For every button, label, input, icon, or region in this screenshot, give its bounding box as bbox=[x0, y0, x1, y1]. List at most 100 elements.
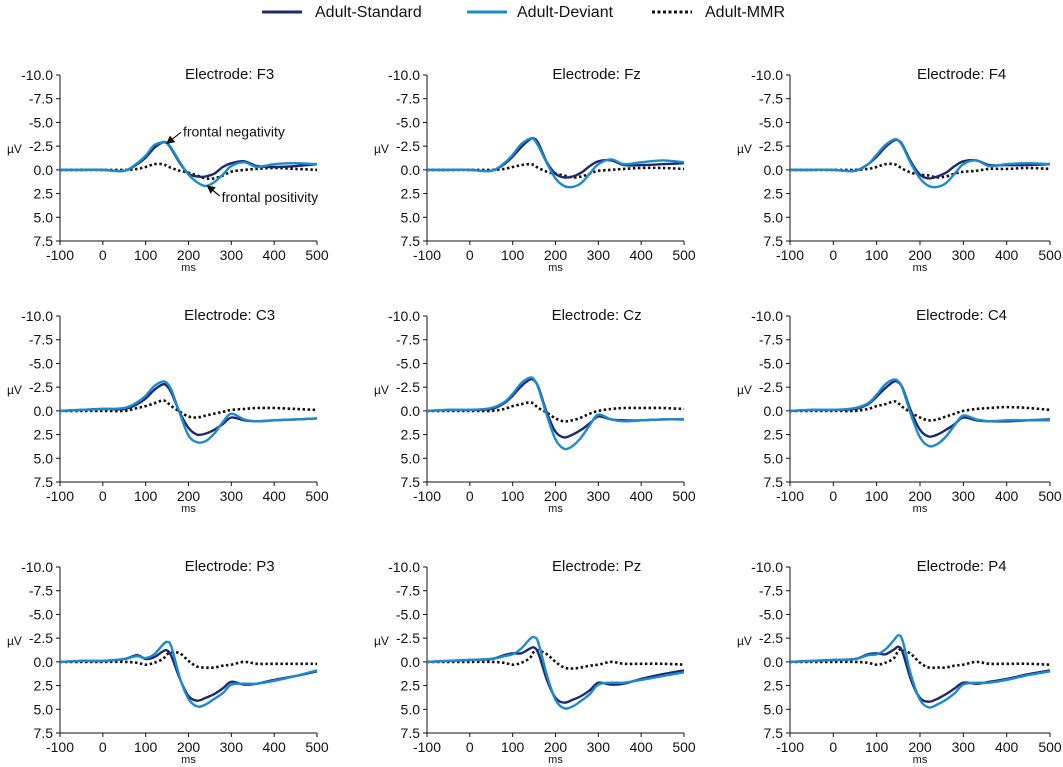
x-tick-label: -100 bbox=[776, 247, 804, 263]
x-tick-label: 0 bbox=[466, 488, 474, 504]
y-tick-label: 2.5 bbox=[34, 427, 54, 443]
y-tick-label: -5.0 bbox=[396, 606, 420, 622]
annotation-label: frontal positivity bbox=[222, 189, 318, 205]
series-adult-standard bbox=[427, 137, 685, 179]
x-tick-label: -100 bbox=[46, 488, 74, 504]
y-axis-label: µV bbox=[7, 634, 22, 648]
x-tick-label: 400 bbox=[995, 247, 1019, 263]
y-tick-label: -2.5 bbox=[759, 379, 783, 395]
panel-title: Electrode: Fz bbox=[552, 66, 640, 83]
y-tick-label: 2.5 bbox=[764, 427, 784, 443]
y-tick-label: -7.5 bbox=[29, 91, 53, 107]
y-tick-label: -7.5 bbox=[759, 91, 783, 107]
y-tick-label: -2.5 bbox=[396, 379, 420, 395]
series-adult-mmr bbox=[427, 648, 685, 670]
y-tick-label: 7.5 bbox=[34, 725, 54, 741]
x-axis-label: ms bbox=[548, 262, 563, 274]
legend: Adult-Standard Adult-Deviant Adult-MMR bbox=[262, 4, 785, 21]
x-tick-label: -100 bbox=[46, 739, 74, 755]
annotation-arrow bbox=[165, 131, 182, 145]
panel-6: -10.0 -7.5 -5.0 -2.5 0.0 2.5 5.0 7.5-100 0 100 200… bbox=[737, 307, 1062, 515]
panel-title: Electrode: P3 bbox=[185, 558, 275, 575]
x-tick-label: 100 bbox=[134, 247, 158, 263]
x-tick-label: 100 bbox=[134, 488, 158, 504]
y-axis-label: µV bbox=[737, 142, 752, 156]
y-tick-label: -5.0 bbox=[759, 355, 783, 371]
x-tick-label: 300 bbox=[587, 247, 611, 263]
x-tick-label: 200 bbox=[908, 739, 932, 755]
panel-8: -10.0 -7.5 -5.0 -2.5 0.0 2.5 5.0 7.5-100 0 100 200… bbox=[374, 558, 696, 766]
legend-label-0: Adult-Standard bbox=[315, 4, 422, 21]
x-tick-label: 500 bbox=[305, 247, 329, 263]
y-tick-label: -10.0 bbox=[751, 67, 783, 83]
x-tick-label: -100 bbox=[413, 739, 441, 755]
series-adult-deviant bbox=[426, 635, 685, 710]
x-tick-label: 400 bbox=[262, 488, 286, 504]
x-axis-label: ms bbox=[913, 262, 928, 274]
x-tick-label: 500 bbox=[672, 247, 696, 263]
y-tick-label: -2.5 bbox=[29, 138, 53, 154]
y-tick-label: 2.5 bbox=[34, 678, 54, 694]
y-tick-label: -7.5 bbox=[396, 91, 420, 107]
x-tick-label: 0 bbox=[829, 247, 837, 263]
x-tick-label: 500 bbox=[305, 739, 329, 755]
y-tick-label: -5.0 bbox=[29, 355, 53, 371]
x-tick-label: 400 bbox=[995, 488, 1019, 504]
series-adult-mmr bbox=[60, 650, 317, 670]
y-tick-label: 2.5 bbox=[34, 186, 54, 202]
y-tick-label: 7.5 bbox=[401, 725, 421, 741]
series-adult-standard bbox=[790, 138, 1051, 180]
series-adult-deviant bbox=[789, 634, 1051, 709]
y-tick-label: 5.0 bbox=[34, 209, 54, 225]
y-tick-label: -10.0 bbox=[21, 308, 53, 324]
x-tick-label: 200 bbox=[177, 488, 201, 504]
y-tick-label: 2.5 bbox=[764, 186, 784, 202]
y-tick-label: 0.0 bbox=[401, 162, 421, 178]
y-tick-label: -10.0 bbox=[388, 67, 420, 83]
x-tick-label: -100 bbox=[413, 488, 441, 504]
x-tick-label: 100 bbox=[865, 739, 889, 755]
y-tick-label: -2.5 bbox=[29, 630, 53, 646]
legend-label-1: Adult-Deviant bbox=[517, 4, 614, 21]
x-tick-label: 200 bbox=[544, 488, 568, 504]
x-tick-label: 300 bbox=[220, 247, 244, 263]
y-tick-label: 5.0 bbox=[764, 209, 784, 225]
panel-7: -10.0 -7.5 -5.0 -2.5 0.0 2.5 5.0 7.5-100 0 100 200… bbox=[7, 558, 329, 766]
x-tick-label: 500 bbox=[1038, 247, 1062, 263]
y-tick-label: 7.5 bbox=[764, 474, 784, 490]
y-tick-label: 5.0 bbox=[401, 209, 421, 225]
y-tick-label: -10.0 bbox=[388, 308, 420, 324]
x-tick-label: 0 bbox=[99, 247, 107, 263]
y-tick-label: -10.0 bbox=[751, 559, 783, 575]
x-tick-label: 400 bbox=[262, 739, 286, 755]
x-axis-label: ms bbox=[181, 503, 196, 515]
y-tick-label: -2.5 bbox=[759, 630, 783, 646]
x-tick-label: 400 bbox=[629, 488, 653, 504]
y-tick-label: 0.0 bbox=[401, 654, 421, 670]
x-tick-label: 100 bbox=[865, 247, 889, 263]
x-axis-label: ms bbox=[913, 503, 928, 515]
y-tick-label: -2.5 bbox=[396, 630, 420, 646]
x-tick-label: 100 bbox=[134, 739, 158, 755]
y-tick-label: -5.0 bbox=[29, 606, 53, 622]
panel-5: -10.0 -7.5 -5.0 -2.5 0.0 2.5 5.0 7.5-100 0 100 200… bbox=[374, 307, 696, 515]
series-adult-mmr bbox=[790, 647, 1051, 670]
y-tick-label: 7.5 bbox=[34, 474, 54, 490]
x-tick-label: 0 bbox=[829, 739, 837, 755]
x-tick-label: 300 bbox=[952, 488, 976, 504]
x-tick-label: 300 bbox=[220, 488, 244, 504]
panel-title: Electrode: F4 bbox=[917, 66, 1006, 83]
series-adult-mmr bbox=[790, 162, 1051, 179]
y-tick-label: 5.0 bbox=[764, 701, 784, 717]
x-tick-label: 200 bbox=[544, 739, 568, 755]
panel-9: -10.0 -7.5 -5.0 -2.5 0.0 2.5 5.0 7.5-100 0 100 200… bbox=[737, 558, 1062, 766]
x-tick-label: 300 bbox=[952, 739, 976, 755]
panel-title: Electrode: F3 bbox=[185, 66, 274, 83]
x-tick-label: 400 bbox=[629, 247, 653, 263]
y-axis-label: µV bbox=[737, 634, 752, 648]
x-tick-label: 200 bbox=[177, 247, 201, 263]
y-tick-label: -10.0 bbox=[751, 308, 783, 324]
y-tick-label: -2.5 bbox=[759, 138, 783, 154]
x-tick-label: 0 bbox=[829, 488, 837, 504]
